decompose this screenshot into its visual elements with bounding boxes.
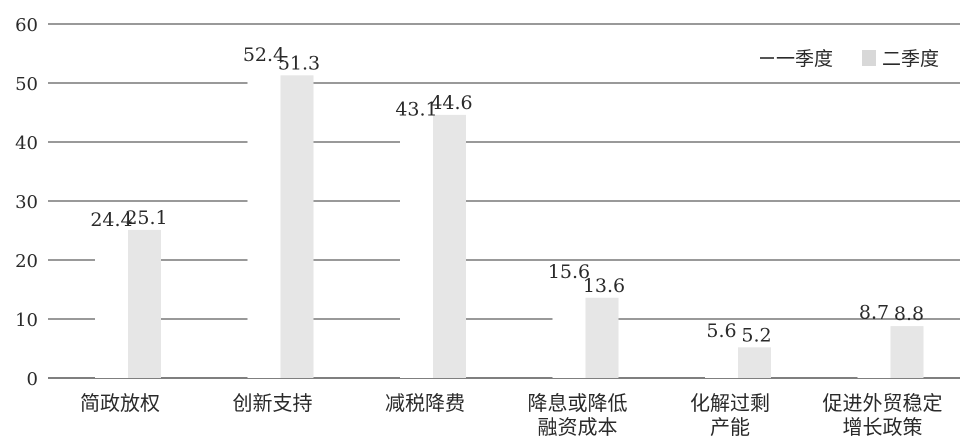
- y-tick-label: 40: [15, 133, 38, 154]
- legend-swatch-series-1: [760, 57, 774, 59]
- bar-series-1: [857, 326, 891, 378]
- bar-series-1: [247, 68, 281, 378]
- data-label-series-2: 5.2: [741, 324, 771, 346]
- x-tick-label: 减税降费: [385, 391, 465, 415]
- bar-series-1: [400, 123, 433, 379]
- y-tick-label: 60: [15, 15, 38, 36]
- data-label-series-2: 8.8: [894, 303, 924, 325]
- data-label-series-1: 8.7: [859, 302, 889, 324]
- y-tick-label: 20: [15, 251, 38, 272]
- data-label-series-1: 5.6: [706, 320, 736, 342]
- data-label-series-1: 15.6: [548, 261, 590, 283]
- x-tick-label: 简政放权: [80, 391, 160, 415]
- x-tick-label: 增长政策: [843, 415, 923, 439]
- legend-swatch-series-2: [862, 50, 876, 66]
- y-tick-label: 0: [27, 369, 38, 390]
- data-labels: 24.425.1 52.451.3 43.144.6 15.613.6 5.6 5.2 8.…: [90, 44, 924, 346]
- bar-series-1: [552, 285, 586, 378]
- data-label-series-1: 43.1: [395, 99, 437, 121]
- bar-series-2: [128, 229, 161, 378]
- bar-series-2: [585, 297, 619, 378]
- x-tick-label: 促进外贸稳定: [823, 391, 943, 415]
- bar-series-2: [738, 347, 771, 378]
- y-tick-label: 10: [15, 310, 38, 331]
- data-label-series-2: 44.6: [430, 92, 472, 114]
- bars: [95, 68, 924, 379]
- bar-series-2: [890, 326, 924, 378]
- x-tick-label: 降息或降低: [528, 391, 628, 415]
- data-label-series-1: 24.4: [90, 209, 132, 231]
- y-tick-label: 50: [15, 74, 38, 95]
- legend-label-series-1: 一季度: [776, 48, 833, 70]
- legend: 一季度 二季度: [760, 48, 939, 70]
- x-tick-label: 化解过剩: [690, 391, 770, 415]
- bar-series-1: [95, 234, 128, 378]
- data-label-series-2: 13.6: [583, 275, 625, 297]
- grid-lines: [48, 23, 960, 379]
- x-tick-label: 融资成本: [538, 415, 618, 439]
- bar-series-2: [433, 114, 466, 379]
- y-axis-ticks: 0 10 20 30 40 50 60: [15, 15, 38, 390]
- y-tick-label: 30: [15, 192, 38, 213]
- data-label-series-1: 52.4: [243, 44, 285, 66]
- bar-series-1: [705, 344, 738, 378]
- data-label-series-2: 25.1: [125, 207, 167, 229]
- legend-label-series-2: 二季度: [882, 48, 939, 70]
- x-tick-label: 产能: [710, 415, 750, 439]
- x-tick-label: 创新支持: [233, 391, 313, 415]
- data-label-series-2: 51.3: [278, 52, 320, 74]
- bar-series-2: [280, 75, 314, 378]
